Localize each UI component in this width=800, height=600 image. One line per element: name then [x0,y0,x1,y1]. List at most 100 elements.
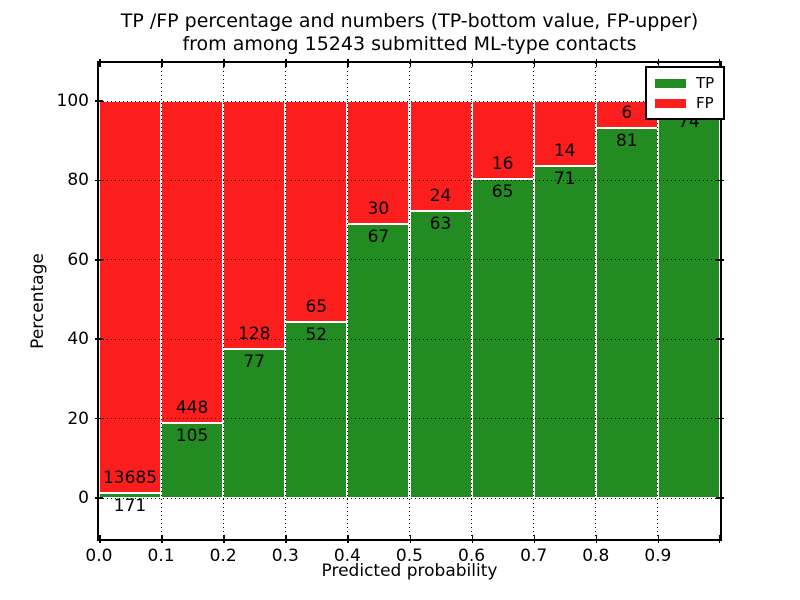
fp-legend-swatch [655,98,686,108]
y-tick-mark [716,179,724,182]
fp-count-label: 24 [429,185,452,206]
tp-count-label: 71 [553,169,576,190]
fp-count-label: 13685 [102,468,158,489]
legend-entry-tp: TP [655,73,714,93]
fp-bar-segment [471,101,534,180]
x-tick-mark [595,535,598,543]
x-axis-label: Predicted probability [321,561,498,581]
tp-bar-segment [657,108,720,498]
v-gridline [533,63,535,539]
v-gridline [471,63,473,539]
x-tick-label: 0.0 [85,546,113,566]
y-tick-mark [95,417,103,420]
x-tick-label: 0.8 [582,546,610,566]
x-tick-mark [99,59,101,67]
y-tick-mark [95,259,103,261]
tp-count-label: 67 [367,226,390,247]
tp-legend-label: TP [696,74,715,92]
x-tick-mark [347,535,349,543]
tp-bar-segment [347,223,410,498]
legend-entry-fp: FP [655,93,714,113]
x-tick-label: 0.6 [458,546,486,566]
tp-bar-segment [409,210,472,498]
y-tick-mark [95,338,103,340]
y-tick-mark [716,338,724,340]
v-gridline [346,63,348,539]
x-tick-mark [471,59,474,67]
v-gridline [284,63,286,539]
legend: TP FP [645,66,726,120]
fp-bar-segment [533,101,596,167]
y-tick-mark [716,259,724,261]
x-tick-mark [471,535,474,543]
fp-count-label: 16 [491,154,514,175]
v-gridline [657,63,659,539]
fp-count-label: 65 [305,296,328,317]
fp-bar-segment [99,101,162,494]
x-tick-mark [347,59,349,67]
tp-count-label: 81 [615,131,638,152]
fp-bar-segment [285,101,348,322]
tp-count-label: 52 [305,324,328,345]
fp-count-label: 14 [553,141,576,162]
tp-count-label: 171 [113,496,147,517]
x-tick-label: 0.2 [209,546,237,566]
tp-count-label: 77 [243,351,265,372]
x-tick-label: 0.5 [395,546,423,566]
fp-count-label: 128 [237,323,271,344]
fp-bar-segment [223,101,286,349]
v-gridline [409,63,410,539]
chart-title: TP /FP percentage and numbers (TP-bottom… [99,10,720,56]
tp-bar-segment [533,166,596,498]
fp-count-label: 6 [621,103,633,124]
x-tick-mark [718,535,720,543]
y-tick-mark [95,100,103,102]
y-tick-label: 0 [78,488,89,508]
y-tick-mark [95,179,103,182]
fp-bar-segment [409,101,472,211]
chart-title-line1: TP /FP percentage and numbers (TP-bottom… [120,10,699,32]
x-tick-mark [223,535,225,543]
chart-title-line2: from among 15243 submitted ML-type conta… [182,33,637,55]
x-tick-label: 0.3 [271,546,299,566]
tp-count-label: 65 [491,182,514,203]
x-tick-mark [409,535,411,543]
y-tick-mark [716,497,724,499]
fp-legend-label: FP [696,94,714,112]
tp-bar-segment [285,321,348,498]
tp-legend-swatch [655,78,686,88]
x-tick-mark [595,59,598,67]
fp-bar-segment [161,101,224,423]
x-tick-mark [533,535,536,543]
y-tick-label: 100 [56,91,89,111]
y-tick-label: 60 [67,249,89,270]
y-tick-mark [716,417,724,420]
y-tick-label: 20 [67,408,89,429]
x-tick-label: 0.1 [147,546,175,566]
x-tick-mark [223,59,225,67]
tp-bar-segment [99,493,162,498]
y-tick-label: 80 [67,170,89,191]
y-tick-mark [95,497,103,499]
x-tick-label: 0.9 [644,546,672,566]
x-tick-mark [657,535,660,543]
x-tick-mark [161,535,163,543]
x-tick-mark [285,59,287,67]
x-tick-mark [533,59,536,67]
fp-count-label: 448 [175,397,209,418]
plot-area: 0.0 0.1 0.2 0.3 0.4 0.5 0.6 0.7 0.8 0.9 0 20 40 60 80 1… [57,59,724,566]
v-gridline [595,63,597,539]
tp-count-label: 63 [429,213,452,234]
x-tick-mark [99,535,101,543]
y-tick-label: 40 [67,329,89,350]
x-tick-mark [285,535,287,543]
x-tick-mark [718,59,720,67]
x-tick-label: 0.7 [520,546,548,566]
v-gridline [160,63,162,539]
fp-count-label: 30 [367,198,390,219]
x-tick-mark [409,59,411,67]
x-tick-label: 0.4 [333,546,361,566]
x-tick-mark [161,59,163,67]
tp-count-label: 105 [175,425,209,446]
